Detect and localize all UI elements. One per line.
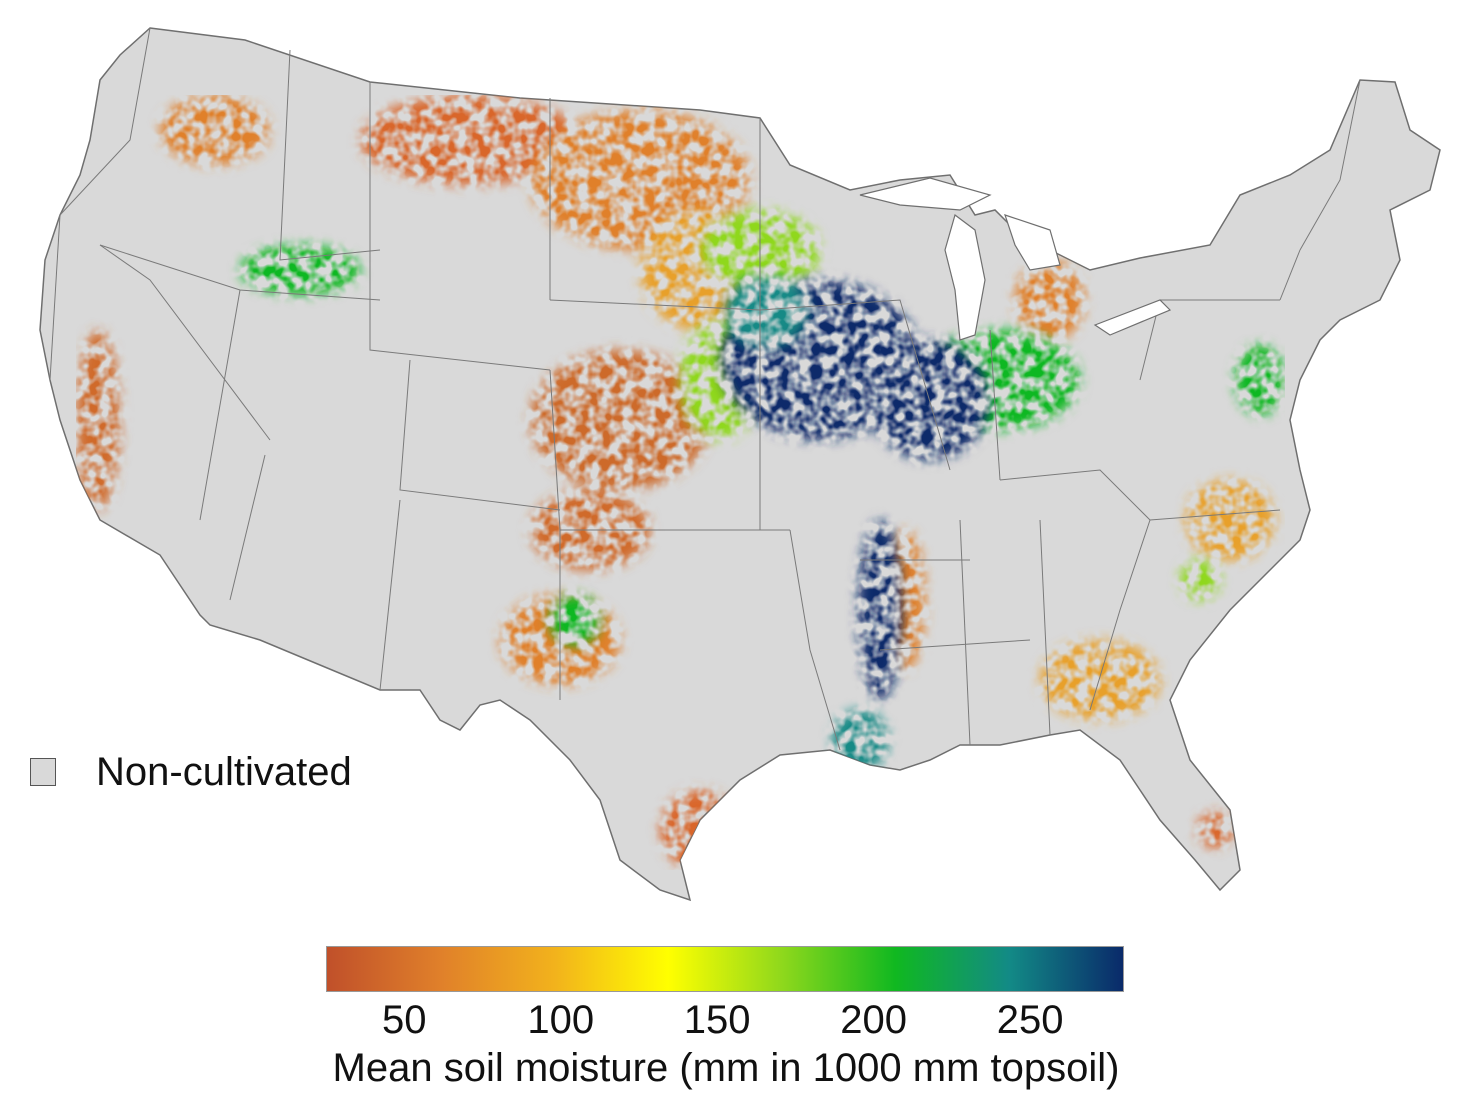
wet-zone: [720, 275, 990, 770]
colorbar-title: Mean soil moisture (mm in 1000 mm topsoi…: [332, 1046, 1120, 1090]
colorbar-tick-label: 200: [840, 998, 908, 1042]
lake-michigan: [944, 213, 986, 341]
colorbar-tick-label: 100: [527, 998, 595, 1042]
non-cultivated-legend-swatch: [30, 758, 56, 786]
colorbar-tick-label: 50: [381, 998, 427, 1042]
lake-erie: [1093, 299, 1172, 336]
colorbar: [326, 946, 1124, 992]
colorbar-tick-label: 250: [996, 998, 1064, 1042]
lake-huron: [1004, 214, 1061, 271]
lake-superior: [859, 177, 992, 211]
colorbar-tick-label: 150: [683, 998, 751, 1042]
dry-zone: [76, 95, 1275, 870]
great-lakes: [859, 177, 1172, 341]
moisture-raster: [76, 95, 1285, 870]
non-cultivated-legend-label: Non-cultivated: [96, 750, 352, 794]
